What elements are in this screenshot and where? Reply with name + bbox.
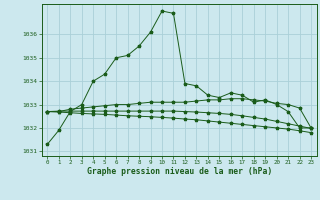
- X-axis label: Graphe pression niveau de la mer (hPa): Graphe pression niveau de la mer (hPa): [87, 167, 272, 176]
